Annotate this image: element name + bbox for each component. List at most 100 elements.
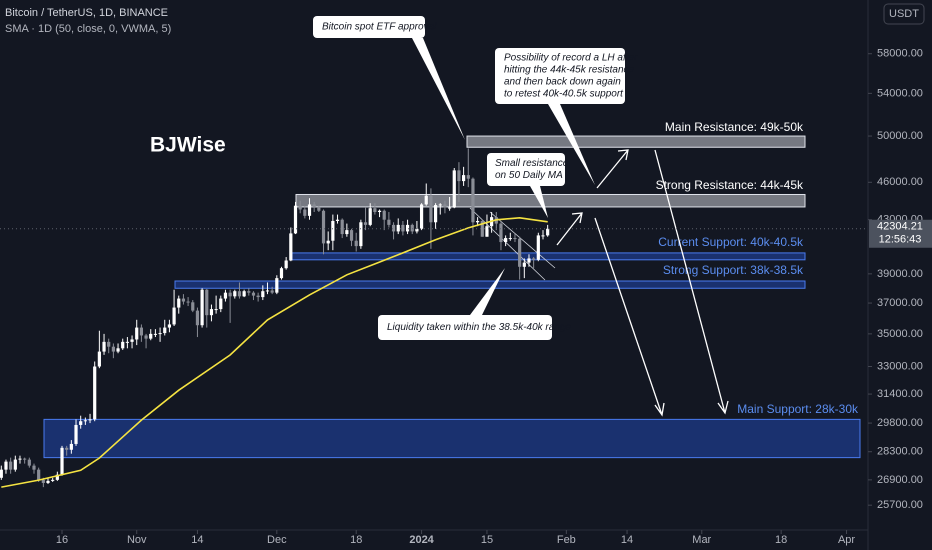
candle-body <box>321 210 326 244</box>
candle-body <box>303 209 307 216</box>
candle-body <box>462 175 466 182</box>
candle-body <box>130 339 134 342</box>
callout-pointer <box>470 268 505 315</box>
indicator-legend: SMA · 1D (50, close, 0, VWMA, 5) <box>5 23 171 35</box>
watermark: BJWise <box>150 134 226 157</box>
candle-body <box>153 333 158 335</box>
callouts: Bitcoin spot ETF approval Possibility of … <box>313 16 638 340</box>
candle-body <box>387 219 391 225</box>
candle-body <box>546 228 550 236</box>
candle-body <box>429 195 433 223</box>
candle-body <box>88 419 92 421</box>
candle-body <box>452 170 456 208</box>
candle-body <box>359 222 363 247</box>
y-tick-label: 46000.00 <box>877 176 923 188</box>
callout-box <box>313 16 425 38</box>
candle-body <box>447 207 452 209</box>
candle-body <box>471 178 475 223</box>
candle-body <box>298 205 302 210</box>
candle-body <box>163 327 167 334</box>
currency: USDT <box>889 8 919 20</box>
candle-body <box>32 465 36 470</box>
candle-body <box>293 205 298 234</box>
callout-box <box>495 48 625 104</box>
candle-body <box>172 307 176 325</box>
candle-body <box>79 421 83 425</box>
candle-body <box>18 458 22 460</box>
candle-body <box>135 327 139 340</box>
candle-body <box>200 289 204 326</box>
candle-body <box>186 301 190 303</box>
candle-body <box>237 291 242 297</box>
candle-body <box>485 226 489 237</box>
zone-box <box>174 280 806 289</box>
candle-body <box>4 461 8 470</box>
currency-box[interactable] <box>883 3 925 25</box>
callout-pointer <box>548 104 595 185</box>
zone-label: Strong Support: 38k-38.5k <box>663 263 804 277</box>
zone-box <box>295 193 806 208</box>
arrow <box>654 149 729 415</box>
callout-text: Small resistance <box>495 158 569 169</box>
y-tick-label: 25700.00 <box>877 499 923 511</box>
x-tick-label: 18 <box>350 534 362 546</box>
candle-body <box>279 268 284 279</box>
candle-body <box>51 479 55 481</box>
candle-body <box>121 341 125 349</box>
candle-body <box>195 310 200 326</box>
candle-body <box>37 469 41 480</box>
candle-body <box>191 302 195 311</box>
candle-body <box>149 333 153 339</box>
candle-body <box>233 291 237 297</box>
candle-body <box>13 459 17 470</box>
candle-body <box>415 228 419 232</box>
y-tick-label: 29800.00 <box>877 417 923 429</box>
candle-body <box>74 424 78 444</box>
candle-body <box>504 238 508 243</box>
zone-label: Main Resistance: 49k-50k <box>665 120 804 134</box>
candle-body <box>209 309 214 316</box>
candle-body <box>373 208 377 213</box>
callout-pointer <box>530 186 548 218</box>
candle-body <box>443 204 447 208</box>
arrow <box>594 217 665 417</box>
candle-body <box>345 230 349 235</box>
candle-body <box>83 420 87 422</box>
candle-body <box>307 204 312 216</box>
candle-body <box>499 223 503 243</box>
y-tick-label: 58000.00 <box>877 48 923 60</box>
candle-body <box>46 480 50 483</box>
x-tick-label: Feb <box>557 534 576 546</box>
y-tick-label: 37000.00 <box>877 297 923 309</box>
candle-body <box>527 258 531 263</box>
x-tick-label: 18 <box>775 534 787 546</box>
drawings <box>412 38 595 315</box>
x-tick-label: 2024 <box>409 534 434 546</box>
candle-body <box>102 341 106 352</box>
y-tick-label: 50000.00 <box>877 130 923 142</box>
candle-body <box>513 238 517 240</box>
candle-body <box>158 333 162 335</box>
candle-body <box>228 292 232 297</box>
zone-label: Strong Resistance: 44k-45k <box>656 178 804 192</box>
candle-body <box>275 278 279 293</box>
candle-body <box>424 195 428 205</box>
candle-body <box>242 291 246 297</box>
candle-body <box>391 224 396 232</box>
candle-body <box>433 205 438 223</box>
candle-body <box>363 222 368 225</box>
callout-text: on 50 Daily MA <box>495 170 563 181</box>
candle-body <box>457 170 461 182</box>
candle-body <box>251 292 256 296</box>
candle-body <box>60 447 64 475</box>
candle-body <box>508 238 512 240</box>
candle-body <box>177 298 181 308</box>
y-tick-label: 28300.00 <box>877 446 923 458</box>
callout-text: to retest 40k-40.5k support <box>504 89 624 100</box>
candle-body <box>331 220 335 241</box>
candle-body <box>107 341 111 347</box>
callout-text: and then back down again <box>504 77 621 88</box>
candle-body <box>111 346 115 352</box>
candle-body <box>144 335 148 339</box>
